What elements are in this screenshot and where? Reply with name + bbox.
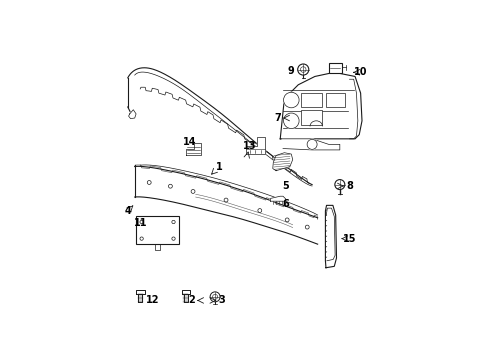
- Text: 11: 11: [133, 219, 147, 228]
- Circle shape: [285, 218, 289, 222]
- Text: 2: 2: [188, 296, 195, 305]
- Circle shape: [147, 180, 151, 184]
- Text: 1: 1: [216, 162, 222, 172]
- Bar: [301, 110, 322, 125]
- Circle shape: [210, 292, 220, 302]
- Text: 3: 3: [219, 296, 225, 305]
- Polygon shape: [273, 153, 293, 171]
- Circle shape: [305, 225, 309, 229]
- Text: 7: 7: [274, 113, 281, 123]
- Circle shape: [298, 64, 309, 75]
- Text: 8: 8: [346, 181, 353, 191]
- Circle shape: [224, 198, 228, 202]
- Text: 10: 10: [354, 67, 368, 77]
- Text: 6: 6: [282, 199, 289, 209]
- Polygon shape: [136, 290, 145, 293]
- Text: 14: 14: [183, 136, 197, 147]
- Polygon shape: [138, 293, 142, 302]
- Polygon shape: [270, 196, 286, 201]
- Polygon shape: [325, 205, 337, 268]
- Text: 15: 15: [343, 234, 356, 244]
- Circle shape: [284, 113, 299, 129]
- Circle shape: [258, 208, 262, 212]
- Circle shape: [284, 92, 299, 108]
- Text: 5: 5: [282, 181, 289, 191]
- Bar: [326, 93, 345, 107]
- Circle shape: [335, 180, 345, 190]
- Polygon shape: [186, 143, 201, 156]
- Polygon shape: [280, 72, 362, 139]
- Text: 12: 12: [146, 296, 159, 305]
- Circle shape: [307, 139, 317, 149]
- Polygon shape: [182, 290, 191, 293]
- Polygon shape: [283, 139, 340, 150]
- Bar: [329, 63, 342, 73]
- Circle shape: [191, 189, 195, 193]
- Bar: [301, 93, 322, 107]
- Text: 13: 13: [243, 141, 256, 151]
- Polygon shape: [184, 293, 188, 302]
- Text: 4: 4: [124, 206, 131, 216]
- Polygon shape: [245, 138, 265, 154]
- Bar: [136, 216, 179, 244]
- Polygon shape: [128, 110, 136, 118]
- Circle shape: [169, 184, 172, 188]
- Text: 9: 9: [288, 66, 294, 76]
